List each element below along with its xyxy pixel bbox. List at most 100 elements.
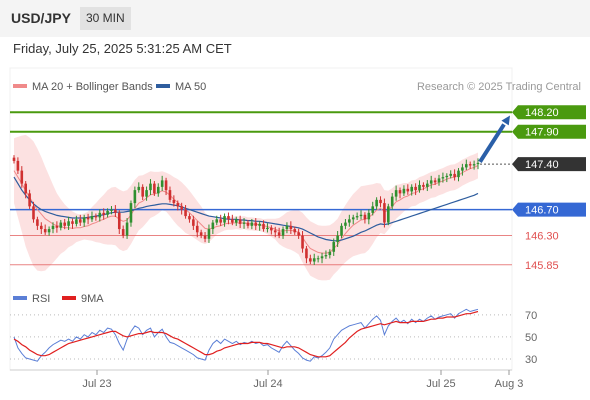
candle xyxy=(293,226,297,235)
candle xyxy=(51,222,55,234)
candle xyxy=(254,218,258,230)
level-label-147.40: 147.40 xyxy=(512,157,586,172)
candle xyxy=(246,219,250,229)
candle-body xyxy=(98,212,102,218)
candle-body xyxy=(102,212,105,215)
candle-body xyxy=(223,216,226,223)
level-label-146.30: 146.30 xyxy=(525,231,559,243)
candle-body xyxy=(418,184,421,191)
candle xyxy=(461,163,464,176)
x-tick-label: Jul 23 xyxy=(82,378,111,390)
candle-body xyxy=(114,209,117,213)
candle xyxy=(24,181,27,199)
candle xyxy=(20,166,24,188)
candle-body xyxy=(297,232,300,236)
candle xyxy=(55,221,59,233)
candle-body xyxy=(262,223,265,230)
candle-body xyxy=(145,190,148,197)
candle xyxy=(344,219,347,230)
candle-body xyxy=(383,203,386,223)
candle-body xyxy=(351,217,355,220)
ma20-legend-label: MA 20 + Bollinger Bands xyxy=(32,81,153,93)
candle-body xyxy=(238,219,242,224)
candle-body xyxy=(344,222,347,226)
candle xyxy=(336,231,339,247)
candle xyxy=(63,219,66,230)
candle xyxy=(102,208,105,220)
candle xyxy=(156,183,160,197)
candle-body xyxy=(234,219,238,223)
level-label-bg xyxy=(512,202,586,217)
candle-body xyxy=(320,256,324,259)
candle-body xyxy=(445,175,449,178)
candle-body xyxy=(106,210,109,215)
ma9-legend-label: 9MA xyxy=(81,293,104,305)
candle-body xyxy=(32,206,35,220)
x-tick-label: Jul 24 xyxy=(253,378,282,390)
candle-body xyxy=(192,219,195,226)
candle-body xyxy=(110,209,113,211)
candle-body xyxy=(203,235,207,239)
candle xyxy=(110,206,113,215)
candle xyxy=(121,225,125,239)
candle xyxy=(238,215,242,229)
candle xyxy=(129,200,133,227)
candle-body xyxy=(363,214,367,220)
candle-body xyxy=(324,255,328,257)
level-label-146.70: 146.70 xyxy=(512,202,586,217)
candle xyxy=(351,214,355,225)
candle xyxy=(465,159,468,170)
candle-body xyxy=(309,258,312,262)
candle-body xyxy=(348,219,351,223)
ma20-line xyxy=(13,165,479,254)
candle-body xyxy=(422,184,425,187)
candle xyxy=(429,175,433,189)
candle-body xyxy=(375,199,378,207)
candle xyxy=(86,213,90,225)
candle-body xyxy=(453,173,456,178)
candle xyxy=(387,203,390,226)
candle xyxy=(47,226,51,236)
candle xyxy=(390,193,394,210)
candle xyxy=(43,224,47,235)
candle xyxy=(320,252,324,264)
candle xyxy=(379,196,382,208)
ma50-legend-label: MA 50 xyxy=(175,81,206,93)
symbol-label: USD/JPY xyxy=(11,10,71,26)
candle-body xyxy=(273,230,277,233)
candle-body xyxy=(211,222,215,230)
candle-body xyxy=(199,232,203,236)
candle xyxy=(468,161,472,169)
candle xyxy=(277,227,281,239)
candle xyxy=(383,198,386,228)
bollinger-band-layer xyxy=(14,134,478,281)
candle xyxy=(348,214,351,227)
candle-body xyxy=(472,164,476,166)
candle-body xyxy=(332,242,336,252)
candle-body xyxy=(219,219,222,223)
candle xyxy=(297,228,300,239)
candle-body xyxy=(312,258,316,262)
candle xyxy=(457,168,460,182)
candle-body xyxy=(406,188,410,192)
rsi-ma9-line xyxy=(13,310,479,358)
candle-body xyxy=(67,221,70,226)
candle xyxy=(184,205,187,219)
candle-body xyxy=(55,225,59,228)
timeframe-button[interactable]: 30 MIN xyxy=(80,7,131,30)
candles-layer xyxy=(12,155,480,265)
candle-body xyxy=(71,221,74,224)
candle xyxy=(402,185,406,196)
candle-body xyxy=(250,222,254,226)
level-label-text: 146.30 xyxy=(525,231,559,243)
x-tick-label: Aug 3 xyxy=(495,378,524,390)
candle xyxy=(195,221,199,238)
candle-body xyxy=(270,227,273,231)
candle xyxy=(117,210,121,235)
candle xyxy=(164,177,168,196)
candle-body xyxy=(153,183,156,194)
candle xyxy=(367,209,371,225)
candle-body xyxy=(125,222,129,236)
candle-body xyxy=(281,229,285,236)
candle xyxy=(98,209,102,222)
